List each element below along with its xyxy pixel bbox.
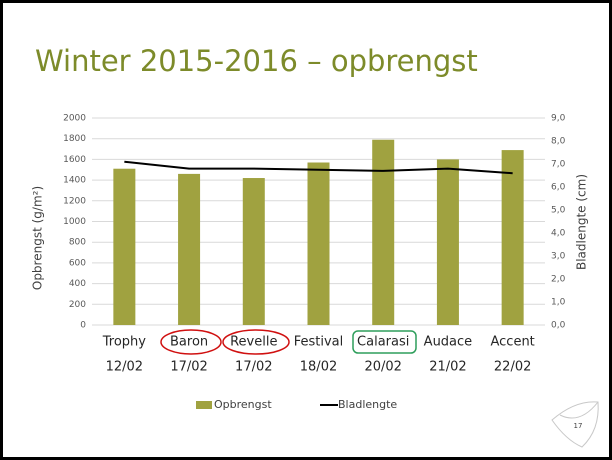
y-tick-label: 1600 xyxy=(63,155,86,165)
y2-tick-label: 5,0 xyxy=(551,206,566,216)
bar xyxy=(501,150,524,325)
legend-label: Bladlengte xyxy=(338,398,397,411)
y2-tick-label: 1,0 xyxy=(551,298,566,308)
y-tick-label: 1400 xyxy=(63,176,86,186)
y2-tick-label: 3,0 xyxy=(551,252,566,262)
y-axis-title: Opbrengst (g/m²) xyxy=(31,186,45,290)
y2-tick-label: 6,0 xyxy=(551,183,566,193)
y-tick-label: 600 xyxy=(69,258,86,268)
leaf-icon xyxy=(551,401,599,448)
y2-axis-title: Bladlengte (cm) xyxy=(575,174,589,270)
bar xyxy=(242,178,265,325)
bar xyxy=(436,159,459,325)
page-number: 17 xyxy=(574,422,583,430)
x-date-label: 22/02 xyxy=(494,360,531,375)
y-tick-label: 200 xyxy=(69,300,86,310)
chart-title: Winter 2015-2016 – opbrengst xyxy=(35,44,478,78)
x-date-label: 17/02 xyxy=(235,360,272,375)
y-tick-label: 1800 xyxy=(63,134,86,144)
y-tick-label: 800 xyxy=(69,238,86,248)
bar xyxy=(113,168,136,325)
x-tick-label: Audace xyxy=(424,335,473,350)
legend-swatch xyxy=(196,401,212,409)
y2-tick-label: 4,0 xyxy=(551,229,566,239)
y-tick-label: 400 xyxy=(69,279,86,289)
y-tick-label: 1000 xyxy=(63,217,86,227)
x-tick-label: Trophy xyxy=(102,335,147,350)
legend-label: Opbrengst xyxy=(214,398,272,411)
bar xyxy=(372,139,395,325)
bar xyxy=(178,173,201,325)
y2-tick-label: 7,0 xyxy=(551,160,566,170)
x-date-label: 18/02 xyxy=(300,360,337,375)
x-tick-label: Festival xyxy=(294,335,344,350)
bar xyxy=(307,162,330,325)
x-date-label: 17/02 xyxy=(170,360,207,375)
highlight-box xyxy=(352,330,417,354)
y-tick-label: 0 xyxy=(80,321,86,331)
y2-tick-label: 2,0 xyxy=(551,275,566,285)
x-tick-label: Accent xyxy=(490,335,534,350)
line xyxy=(124,160,513,175)
x-tick-label: Baron xyxy=(170,335,208,350)
y-tick-label: 1200 xyxy=(63,196,86,206)
highlight-ellipse xyxy=(160,329,222,355)
x-tick-label: Calarasi xyxy=(357,335,409,350)
x-date-label: 12/02 xyxy=(106,360,143,375)
highlight-ellipse xyxy=(222,329,290,355)
x-date-label: 21/02 xyxy=(429,360,466,375)
y2-tick-label: 0,0 xyxy=(551,321,566,331)
y2-tick-label: 8,0 xyxy=(551,137,566,147)
x-tick-label: Revelle xyxy=(230,335,277,350)
y2-tick-label: 9,0 xyxy=(551,114,566,124)
x-date-label: 20/02 xyxy=(364,360,401,375)
y-tick-label: 2000 xyxy=(63,114,86,124)
